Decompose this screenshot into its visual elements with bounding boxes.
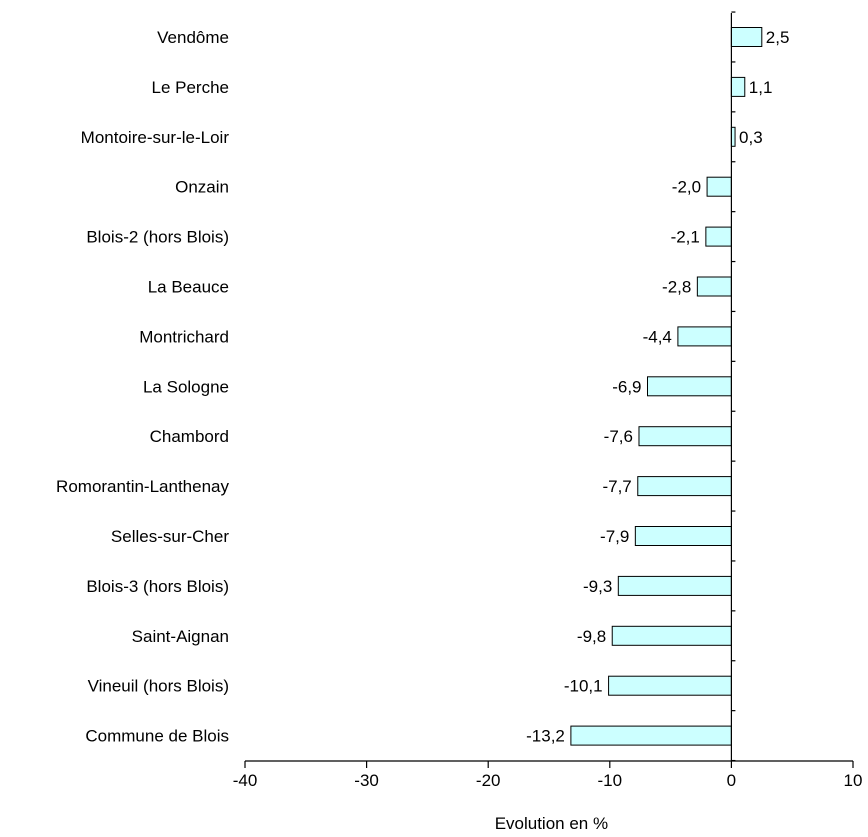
category-label: Le Perche: [152, 78, 230, 97]
category-label: Saint-Aignan: [132, 627, 229, 646]
value-label: -2,1: [671, 228, 700, 247]
bar: [634, 526, 732, 546]
category-label: Onzain: [175, 178, 229, 197]
category-label: Selles-sur-Cher: [111, 527, 229, 546]
category-label: Chambord: [150, 427, 229, 446]
labels-layer: Vendôme 2,5 Le Perche 1,1 Montoire-sur-le-Lo…: [56, 28, 862, 790]
bars-layer: [570, 27, 763, 746]
axes-layer: [244, 11, 854, 768]
value-label: -2,0: [672, 178, 701, 197]
bar: [638, 426, 732, 447]
x-tick-label: -40: [233, 771, 258, 790]
category-label: La Sologne: [143, 377, 229, 396]
category-label: Montrichard: [139, 327, 229, 346]
value-label: -7,6: [604, 427, 633, 446]
value-label: -2,8: [662, 278, 691, 297]
value-label: 1,1: [749, 78, 773, 97]
x-tick-label: -30: [354, 771, 379, 790]
category-label: Vendôme: [157, 28, 229, 47]
bar: [570, 725, 732, 746]
bar: [677, 326, 732, 347]
category-label: Commune de Blois: [85, 727, 229, 746]
value-label: -6,9: [612, 377, 641, 396]
x-tick-label: 0: [727, 771, 736, 790]
category-label: Montoire-sur-le-Loir: [81, 128, 230, 147]
bar: [730, 76, 746, 97]
value-label: 0,3: [739, 128, 763, 147]
value-label: -7,9: [600, 527, 629, 546]
bar: [696, 276, 732, 297]
value-label: -10,1: [564, 677, 603, 696]
category-label: La Beauce: [148, 278, 229, 297]
x-tick-label: -10: [598, 771, 623, 790]
x-tick-label: 10: [844, 771, 863, 790]
bar: [617, 575, 732, 596]
value-label: -9,3: [583, 577, 612, 596]
category-label: Vineuil (hors Blois): [88, 677, 229, 696]
value-label: 2,5: [766, 28, 790, 47]
bar: [637, 476, 732, 497]
value-label: -13,2: [526, 727, 565, 746]
bar: [647, 376, 732, 397]
x-axis-title: Evolution en %: [495, 814, 608, 833]
bar: [730, 27, 763, 47]
category-label: Romorantin-Lanthenay: [56, 477, 229, 496]
value-label: -9,8: [577, 627, 606, 646]
value-label: -7,7: [602, 477, 631, 496]
category-label: Blois-3 (hors Blois): [86, 577, 229, 596]
bar: [706, 176, 732, 197]
bar: [705, 226, 732, 247]
category-label: Blois-2 (hors Blois): [86, 228, 229, 247]
x-tick-label: -20: [476, 771, 501, 790]
bar: [608, 675, 732, 696]
bar: [611, 625, 732, 646]
value-label: -4,4: [643, 327, 672, 346]
